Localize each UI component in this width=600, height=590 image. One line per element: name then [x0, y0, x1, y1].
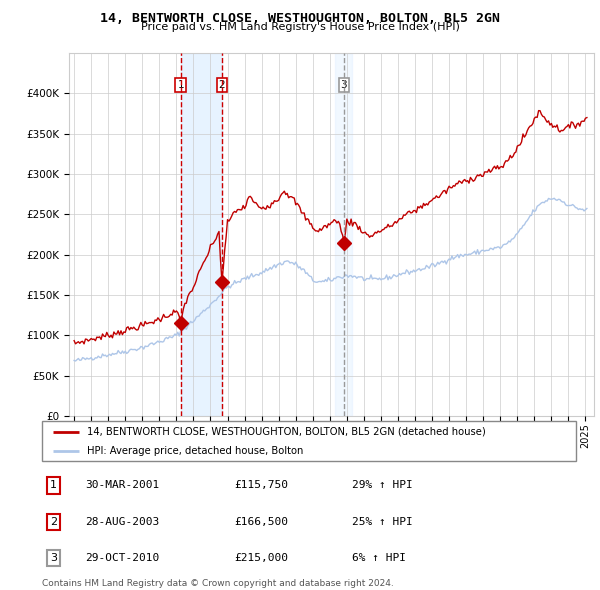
- Text: 1: 1: [50, 480, 57, 490]
- Text: 28-AUG-2003: 28-AUG-2003: [85, 517, 159, 527]
- Text: 2: 2: [50, 517, 58, 527]
- Text: 14, BENTWORTH CLOSE, WESTHOUGHTON, BOLTON, BL5 2GN: 14, BENTWORTH CLOSE, WESTHOUGHTON, BOLTO…: [100, 12, 500, 25]
- Text: 1: 1: [178, 80, 184, 90]
- Text: 2: 2: [218, 80, 225, 90]
- Text: Contains HM Land Registry data © Crown copyright and database right 2024.: Contains HM Land Registry data © Crown c…: [42, 579, 394, 588]
- Text: £166,500: £166,500: [234, 517, 288, 527]
- FancyBboxPatch shape: [42, 421, 576, 461]
- Text: HPI: Average price, detached house, Bolton: HPI: Average price, detached house, Bolt…: [88, 446, 304, 456]
- Text: 25% ↑ HPI: 25% ↑ HPI: [352, 517, 412, 527]
- Text: Price paid vs. HM Land Registry's House Price Index (HPI): Price paid vs. HM Land Registry's House …: [140, 22, 460, 32]
- Text: 30-MAR-2001: 30-MAR-2001: [85, 480, 159, 490]
- Text: 6% ↑ HPI: 6% ↑ HPI: [352, 553, 406, 563]
- Text: 3: 3: [50, 553, 57, 563]
- Text: 14, BENTWORTH CLOSE, WESTHOUGHTON, BOLTON, BL5 2GN (detached house): 14, BENTWORTH CLOSE, WESTHOUGHTON, BOLTO…: [88, 427, 486, 437]
- Text: 3: 3: [341, 80, 347, 90]
- Text: £215,000: £215,000: [234, 553, 288, 563]
- Bar: [181, 53, 222, 416]
- Text: 29% ↑ HPI: 29% ↑ HPI: [352, 480, 412, 490]
- Text: 29-OCT-2010: 29-OCT-2010: [85, 553, 159, 563]
- Text: £115,750: £115,750: [234, 480, 288, 490]
- Bar: [335, 53, 352, 416]
